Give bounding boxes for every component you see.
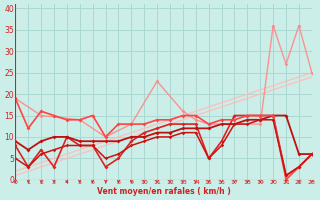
X-axis label: Vent moyen/en rafales ( km/h ): Vent moyen/en rafales ( km/h ) [97, 187, 230, 196]
